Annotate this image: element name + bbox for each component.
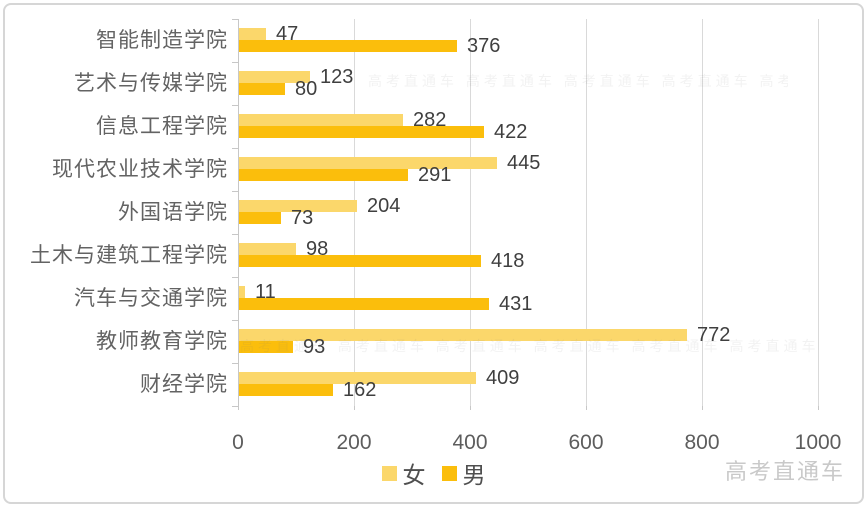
bar-value-label: 47: [276, 23, 299, 45]
category-label: 现代农业技术学院: [52, 157, 228, 181]
category-axis-tick: [232, 191, 238, 192]
legend-label: 女: [402, 462, 426, 488]
x-axis-tick-label: 1000: [794, 431, 842, 454]
x-axis-tick-label: 800: [684, 431, 720, 454]
legend-swatch: [381, 465, 397, 481]
bar-value-label: 409: [486, 367, 520, 389]
bar-female: [239, 243, 296, 255]
category-label: 财经学院: [140, 372, 228, 396]
category-axis-tick: [232, 363, 238, 364]
bar-female: [239, 286, 245, 298]
x-axis-tick-label: 0: [232, 431, 244, 454]
bar-female: [239, 114, 403, 126]
category-axis-tick: [232, 148, 238, 149]
bar-value-label: 80: [295, 78, 318, 100]
bar-value-label: 422: [494, 121, 528, 143]
bar-value-label: 445: [507, 152, 541, 174]
gridline: [702, 19, 703, 406]
x-axis-tick: [586, 406, 587, 410]
category-label: 信息工程学院: [96, 114, 228, 138]
category-axis-tick: [232, 62, 238, 63]
gridline: [818, 19, 819, 406]
x-axis-tick: [702, 406, 703, 410]
bar-value-label: 431: [499, 293, 533, 315]
category-label: 智能制造学院: [96, 28, 228, 52]
category-label: 外国语学院: [118, 200, 228, 224]
bar-male: [239, 298, 489, 310]
bar-female: [239, 157, 497, 169]
bar-value-label: 282: [413, 109, 447, 131]
bar-value-label: 418: [491, 250, 525, 272]
bar-male: [239, 126, 484, 138]
bar-value-label: 93: [303, 336, 326, 358]
bar-value-label: 772: [697, 324, 731, 346]
value-axis-line: [238, 19, 239, 406]
bar-male: [239, 40, 457, 52]
bar-value-label: 11: [255, 281, 276, 303]
category-axis-tick: [232, 19, 238, 20]
category-label: 教师教育学院: [96, 329, 228, 353]
bar-male: [239, 341, 293, 353]
category-label: 汽车与交通学院: [74, 286, 228, 310]
bar-male: [239, 255, 481, 267]
legend-item-female: 女: [381, 456, 426, 490]
bar-value-label: 204: [367, 195, 401, 217]
bar-value-label: 291: [418, 164, 452, 186]
x-axis-tick: [470, 406, 471, 410]
bar-male: [239, 169, 408, 181]
bar-male: [239, 83, 285, 95]
category-label: 艺术与传媒学院: [74, 71, 228, 95]
x-axis-tick-label: 400: [452, 431, 488, 454]
category-axis-tick: [232, 105, 238, 106]
gridline: [354, 19, 355, 406]
legend-label: 男: [462, 462, 486, 488]
category-axis-tick: [232, 320, 238, 321]
bar-female: [239, 71, 310, 83]
bar-value-label: 123: [320, 66, 354, 88]
x-axis-tick-label: 600: [568, 431, 604, 454]
x-axis-tick: [238, 406, 239, 410]
watermark: 高考直通车: [724, 459, 845, 484]
bar-male: [239, 212, 281, 224]
bar-value-label: 73: [291, 207, 314, 229]
x-axis-tick: [354, 406, 355, 410]
bar-male: [239, 384, 333, 396]
bar-female: [239, 372, 476, 384]
x-axis-tick-label: 200: [336, 431, 372, 454]
bar-female: [239, 28, 266, 40]
x-axis-tick: [818, 406, 819, 410]
bar-value-label: 98: [306, 238, 329, 260]
bar-female: [239, 329, 687, 341]
plot-area: 0 200 400 600 800 1000 47 376 123 80 282 422 445 291 2…: [232, 19, 842, 454]
bar-female: [239, 200, 357, 212]
category-label: 土木与建筑工程学院: [30, 243, 228, 267]
category-axis-tick: [232, 406, 238, 407]
category-axis-tick: [232, 234, 238, 235]
legend: 女男: [0, 456, 867, 490]
gridline: [586, 19, 587, 406]
gridline: [470, 19, 471, 406]
faint-watermark-band: 高考直通车 高考直通车 高考直通车 高考直通车 高考直通车 高考直通车 高考直通…: [368, 73, 788, 89]
bar-value-label: 162: [343, 379, 377, 401]
bar-value-label: 376: [467, 35, 501, 57]
legend-item-male: 男: [441, 456, 486, 490]
category-axis-tick: [232, 277, 238, 278]
legend-swatch: [441, 465, 457, 481]
